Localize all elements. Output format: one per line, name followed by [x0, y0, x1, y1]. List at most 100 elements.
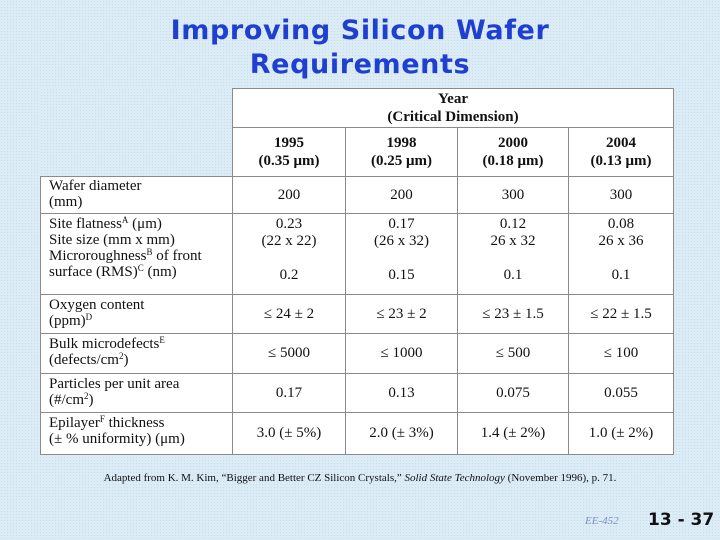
- label-text: (nm): [143, 264, 177, 280]
- row-label-line: (mm): [49, 194, 83, 210]
- row-label-line: (± % uniformity) (μm): [49, 431, 185, 447]
- row-label-line: Bulk microdefectsE: [49, 335, 165, 353]
- superscript: 2: [84, 391, 89, 401]
- footnote-marker: F: [99, 414, 105, 424]
- header-bottom-rule: [40, 176, 674, 177]
- column-header-1995: 1995 (0.35 μm): [233, 128, 345, 176]
- label-text: surface (RMS): [49, 264, 138, 280]
- row-label-line: surface (RMS)C (nm): [49, 263, 202, 281]
- footnote-marker: E: [159, 335, 165, 345]
- label-text: (defects/cm: [49, 352, 119, 368]
- row-label-epilayer-thickness: EpilayerF thickness (± % uniformity) (μm…: [49, 414, 185, 448]
- table-cell: ≤ 24 ± 2: [263, 305, 315, 322]
- table-cell: 0.12: [499, 216, 527, 232]
- label-text: Microroughness: [49, 248, 147, 264]
- column-header-2000: 2000 (0.18 μm): [458, 128, 568, 176]
- column-year: 2004: [606, 135, 636, 151]
- caption-journal: Solid State Technology: [404, 472, 505, 484]
- column-year: 1998: [386, 135, 417, 151]
- column-year: 1995: [274, 135, 304, 151]
- table-border-left: [40, 176, 41, 455]
- label-text: ): [123, 352, 129, 368]
- table-cell: 0.075: [496, 384, 530, 401]
- column-critical-dimension: (0.35 μm): [258, 153, 320, 169]
- row-label-line: EpilayerF thickness: [49, 414, 185, 432]
- table-cell: 200: [277, 186, 301, 203]
- table-cell: 0.23: [275, 216, 303, 232]
- footnote-marker: B: [146, 247, 153, 257]
- row-label-line: (defects/cm2): [49, 351, 165, 369]
- source-caption: Adapted from K. M. Kim, “Bigger and Bett…: [0, 472, 720, 484]
- footnote-marker: A: [121, 215, 129, 225]
- table-cell: 0.17: [275, 384, 303, 401]
- row-divider-1: [40, 213, 674, 214]
- row-label-particles: Particles per unit area (#/cm2): [49, 376, 179, 408]
- row-label-oxygen-content: Oxygen content (ppm)D: [49, 297, 144, 329]
- label-text: (ppm): [49, 313, 86, 329]
- table-cell: 0.17: [388, 216, 415, 232]
- label-text: ): [88, 392, 94, 408]
- footnote-marker: C: [137, 263, 144, 273]
- label-text: thickness: [104, 415, 165, 431]
- column-divider-1: [345, 127, 346, 455]
- column-critical-dimension: (0.25 μm): [371, 153, 432, 169]
- year-group-subtitle: (Critical Dimension): [387, 109, 519, 125]
- label-text: Bulk microdefects: [49, 336, 160, 352]
- row-label-line: (#/cm2): [49, 391, 179, 409]
- slide-title-line2: Requirements: [249, 49, 471, 80]
- table-cell: 300: [501, 186, 525, 203]
- caption-text: Adapted from K. M. Kim, “Bigger and Bett…: [103, 472, 405, 484]
- table-cell: 0.1: [611, 266, 631, 283]
- row-divider-3: [40, 333, 674, 334]
- table-cell: 0.055: [604, 384, 638, 401]
- row-label-line: (ppm)D: [49, 312, 144, 330]
- table-cell: ≤ 23 ± 2: [376, 305, 427, 322]
- footnote-marker: D: [85, 312, 93, 322]
- row-divider-4: [40, 373, 674, 374]
- table-cell: 0.08: [607, 216, 635, 232]
- column-header-2004: 2004 (0.13 μm): [569, 128, 673, 176]
- table-cell: 300: [609, 186, 633, 203]
- label-column-divider: [232, 88, 233, 455]
- label-text: of front: [152, 248, 202, 264]
- column-header-1998: 1998 (0.25 μm): [346, 128, 457, 176]
- column-critical-dimension: (0.18 μm): [482, 153, 544, 169]
- table-cell: 0.13: [388, 384, 415, 401]
- label-text: (μm): [128, 216, 162, 232]
- row-label-wafer-diameter: Wafer diameter (mm): [49, 178, 141, 210]
- row-label-line: Particles per unit area: [49, 376, 180, 392]
- slide-number: 13 - 37: [648, 510, 715, 530]
- course-code: EE-452: [585, 515, 619, 527]
- table-cell: (22 x 22): [261, 233, 317, 249]
- table-cell: (26 x 32): [374, 233, 429, 249]
- row-label-line: Oxygen content: [49, 297, 145, 313]
- wafer-requirements-table: Year (Critical Dimension) 1995 (0.35 μm)…: [40, 88, 674, 455]
- superscript: 2: [118, 351, 124, 361]
- row-label-line: Wafer diameter: [49, 178, 142, 194]
- table-cell: 3.0 (± 5%): [256, 425, 322, 441]
- table-cell: 0.15: [388, 266, 415, 283]
- table-cell: 26 x 32: [490, 233, 536, 249]
- caption-text: (November 1996), p. 71.: [504, 472, 617, 484]
- table-cell: 0.1: [503, 266, 523, 283]
- table-cell: 26 x 36: [598, 233, 644, 249]
- table-cell: 0.2: [279, 266, 299, 283]
- table-border-right: [673, 88, 674, 455]
- table-cell: ≤ 100: [603, 345, 639, 361]
- table-cell: ≤ 22 ± 1.5: [590, 305, 652, 322]
- table-border-bottom: [40, 454, 674, 455]
- column-year: 2000: [498, 135, 528, 151]
- column-divider-3: [568, 127, 569, 455]
- table-cell: 1.4 (± 2%): [480, 425, 546, 441]
- year-group-title: Year: [438, 91, 468, 107]
- row-label-line: Site size (mm x mm): [49, 232, 175, 248]
- column-critical-dimension: (0.13 μm): [590, 153, 652, 169]
- table-cell: 2.0 (± 3%): [369, 425, 434, 441]
- label-text: Site flatness: [49, 216, 122, 232]
- slide-title: Improving Silicon Wafer Requirements: [110, 14, 610, 82]
- row-divider-2: [40, 294, 674, 295]
- row-label-site-flatness: Site flatnessA (μm) Site size (mm x mm) …: [49, 215, 202, 281]
- year-group-header: Year (Critical Dimension): [233, 89, 673, 127]
- label-text: Epilayer: [49, 415, 100, 431]
- table-cell: ≤ 1000: [380, 345, 423, 361]
